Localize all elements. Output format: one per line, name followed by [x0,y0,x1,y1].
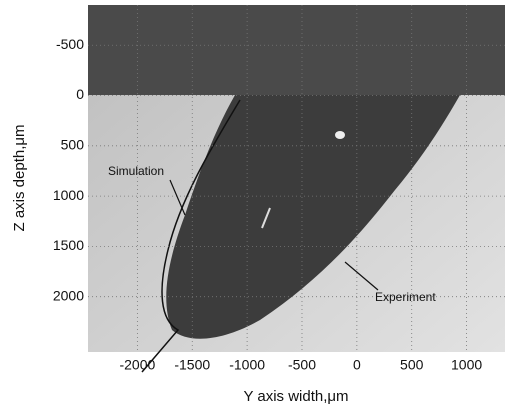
y-tick-label: 1000 [53,187,84,203]
y-axis-label: Z axis depth,μm [11,124,28,231]
leader-line [344,261,379,291]
x-tick-label: -1000 [229,357,265,373]
x-tick-label: 500 [400,357,424,373]
y-tick-label: 2000 [53,287,84,303]
simulation-curve [141,99,241,373]
annotation: Experiment [375,290,436,304]
highlight [335,131,345,139]
plot-area [88,5,505,373]
upper-dark-region [88,5,505,95]
y-tick-label: -500 [56,36,84,52]
x-tick-label: 0 [353,357,361,373]
x-tick-label: 1000 [451,357,482,373]
x-tick-label: -2000 [119,357,155,373]
y-tick-label: 500 [61,137,85,153]
leader-line [169,179,186,216]
x-tick-label: -500 [288,357,316,373]
x-tick-label: -1500 [174,357,210,373]
annotation: Simulation [108,164,164,178]
highlight [261,207,271,229]
weld-pool [166,95,460,339]
x-axis-label: Y axis width,μm [243,388,348,405]
y-tick-label: 1500 [53,237,84,253]
y-tick-label: 0 [76,86,84,102]
